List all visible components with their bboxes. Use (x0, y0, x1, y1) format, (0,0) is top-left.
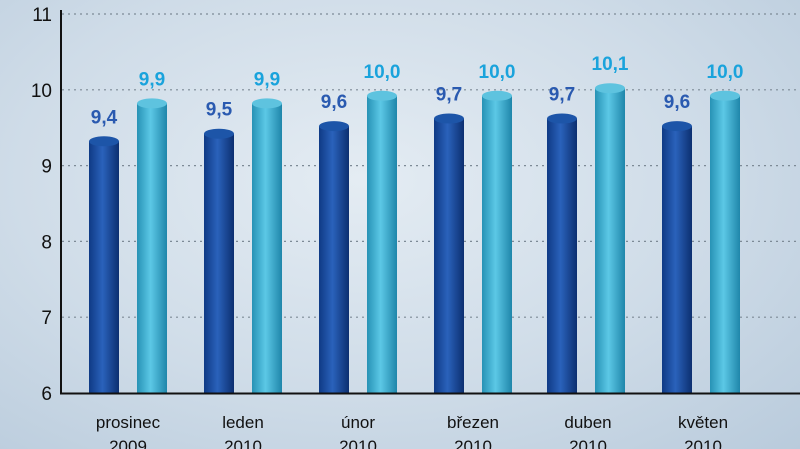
data-label: 9,4 (91, 107, 118, 128)
data-label: 10,1 (592, 54, 629, 75)
data-label: 9,7 (436, 85, 462, 106)
bar (204, 133, 234, 393)
x-tick-label: leden (222, 413, 264, 432)
y-axis-ticks: 6 7 8 9 10 11 (31, 5, 52, 405)
bar-cap (89, 136, 119, 147)
bar-cap (367, 90, 397, 101)
bar (319, 126, 349, 394)
bars (89, 83, 740, 394)
x-tick-label: duben (564, 413, 611, 432)
x-tick-label: prosinec (96, 413, 161, 432)
bar (710, 95, 740, 394)
data-label: 9,5 (206, 100, 233, 121)
data-label: 10,0 (479, 62, 516, 83)
x-tick-label: květen (678, 413, 728, 432)
bar-cap (662, 121, 692, 132)
data-label: 10,0 (707, 62, 744, 83)
data-label: 9,9 (254, 69, 280, 90)
x-tick-label: únor (341, 413, 375, 432)
bar (252, 103, 282, 393)
x-tick-label-year: 2010 (569, 437, 607, 449)
bar (482, 95, 512, 394)
bar (367, 95, 397, 394)
bar (662, 126, 692, 394)
bar-cap (595, 83, 625, 94)
bar-cap (252, 98, 282, 109)
bar (595, 88, 625, 393)
data-label: 9,6 (664, 92, 690, 113)
bar (89, 141, 119, 393)
x-tick-label-year: 2010 (684, 437, 722, 449)
bar-cap (710, 90, 740, 101)
bar-cap (137, 98, 167, 109)
bar-cap (319, 121, 349, 132)
y-tick-label: 6 (41, 384, 52, 405)
data-labels: 9,4 9,9 9,5 9,9 9,6 10,0 9,7 10,0 9,7 10,1 9,6 10,0 (91, 54, 744, 128)
x-axis-labels: prosinec 2009 leden 2010 únor 2010 březen 2010 d… (96, 413, 728, 449)
data-label: 10,0 (364, 62, 401, 83)
x-tick-label-year: 2010 (339, 437, 377, 449)
x-tick-label: březen (447, 413, 499, 432)
y-tick-label: 8 (41, 232, 52, 253)
x-tick-label-year: 2010 (454, 437, 492, 449)
x-tick-label-year: 2010 (224, 437, 262, 449)
data-label: 9,7 (549, 85, 575, 106)
x-tick-label-year: 2009 (109, 437, 147, 449)
data-label: 9,9 (139, 69, 165, 90)
bar (137, 103, 167, 393)
y-tick-label: 7 (41, 308, 52, 329)
bar-cap (547, 113, 577, 124)
bar-cap (204, 128, 234, 139)
bar-cap (434, 113, 464, 124)
bar-cap (482, 90, 512, 101)
y-tick-label: 9 (41, 157, 52, 178)
y-tick-label: 11 (32, 5, 52, 26)
data-label: 9,6 (321, 92, 347, 113)
y-tick-label: 10 (31, 81, 52, 102)
bar (434, 118, 464, 393)
bar (547, 118, 577, 393)
